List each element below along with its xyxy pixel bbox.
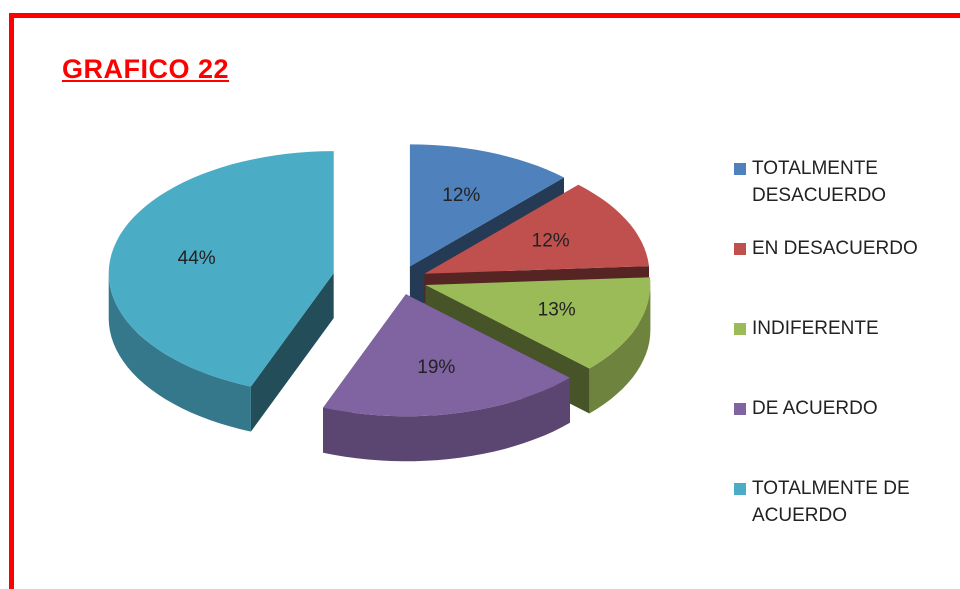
- data-label: 44%: [178, 248, 216, 269]
- slice: [424, 184, 649, 274]
- legend-swatch: [734, 323, 746, 335]
- frame: [9, 13, 960, 589]
- data-label: 12%: [532, 231, 570, 252]
- slice: [323, 294, 570, 417]
- data-label: 12%: [442, 185, 480, 206]
- slice-side: [250, 273, 334, 432]
- slice: [409, 144, 564, 267]
- legend-item: TOTALMENTE DESACUERDO: [734, 155, 949, 209]
- chart-title: GRAFICO 22: [62, 54, 230, 84]
- slice-side: [323, 377, 570, 462]
- legend-swatch: [734, 403, 746, 415]
- legend-swatch: [734, 163, 746, 175]
- legend-item: INDIFERENTE: [734, 315, 949, 342]
- legend-swatch: [734, 243, 746, 255]
- legend-label: EN DESACUERDO: [752, 238, 918, 259]
- slice: [108, 151, 334, 387]
- slice-side: [108, 273, 251, 432]
- legend-swatch: [734, 483, 746, 495]
- slice-side: [589, 285, 651, 414]
- slice: [425, 277, 651, 369]
- slice-sides: [108, 273, 334, 432]
- legend-label: INDIFERENTE: [752, 318, 879, 339]
- legend-item: DE ACUERDO: [734, 395, 949, 422]
- data-label: 13%: [538, 300, 576, 321]
- legend-label: TOTALMENTE DE ACUERDO: [752, 478, 910, 526]
- data-label: 19%: [417, 357, 455, 378]
- legend-label: TOTALMENTE DESACUERDO: [752, 158, 887, 206]
- legend-label: DE ACUERDO: [752, 398, 878, 419]
- legend-item: EN DESACUERDO: [734, 235, 949, 262]
- legend-item: TOTALMENTE DE ACUERDO: [734, 475, 949, 529]
